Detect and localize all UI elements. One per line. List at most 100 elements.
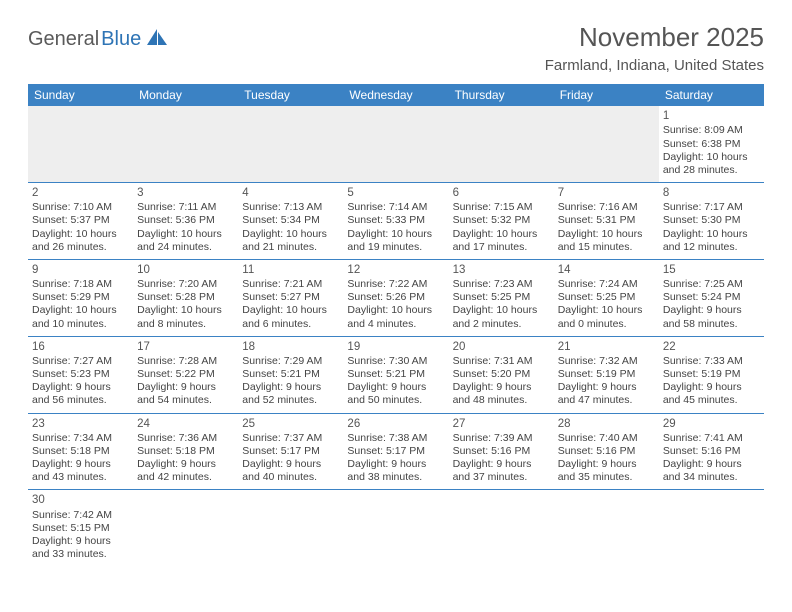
sunrise-text: Sunrise: 7:41 AM (663, 432, 760, 445)
day-number: 8 (663, 186, 760, 200)
daylight1-text: Daylight: 9 hours (32, 458, 129, 471)
day-number: 22 (663, 340, 760, 354)
day-header: Friday (554, 84, 659, 106)
daylight1-text: Daylight: 10 hours (558, 228, 655, 241)
daylight1-text: Daylight: 9 hours (558, 381, 655, 394)
sunset-text: Sunset: 5:36 PM (137, 214, 234, 227)
day-cell: 3Sunrise: 7:11 AMSunset: 5:36 PMDaylight… (133, 182, 238, 259)
day-cell: 12Sunrise: 7:22 AMSunset: 5:26 PMDayligh… (343, 259, 448, 336)
sunrise-text: Sunrise: 7:40 AM (558, 432, 655, 445)
daylight1-text: Daylight: 9 hours (137, 458, 234, 471)
daylight1-text: Daylight: 9 hours (242, 381, 339, 394)
blank-cell (343, 106, 448, 182)
daylight2-text: and 38 minutes. (347, 471, 444, 484)
day-cell: 24Sunrise: 7:36 AMSunset: 5:18 PMDayligh… (133, 413, 238, 490)
calendar-row: 23Sunrise: 7:34 AMSunset: 5:18 PMDayligh… (28, 413, 764, 490)
daylight1-text: Daylight: 10 hours (453, 228, 550, 241)
daylight1-text: Daylight: 10 hours (453, 304, 550, 317)
daylight2-text: and 50 minutes. (347, 394, 444, 407)
day-header-row: SundayMondayTuesdayWednesdayThursdayFrid… (28, 84, 764, 106)
daylight2-text: and 19 minutes. (347, 241, 444, 254)
daylight2-text: and 4 minutes. (347, 318, 444, 331)
blank-cell (133, 106, 238, 182)
daylight2-text: and 45 minutes. (663, 394, 760, 407)
daylight2-text: and 21 minutes. (242, 241, 339, 254)
sunset-text: Sunset: 5:26 PM (347, 291, 444, 304)
sunset-text: Sunset: 5:33 PM (347, 214, 444, 227)
daylight2-text: and 56 minutes. (32, 394, 129, 407)
day-number: 19 (347, 340, 444, 354)
sunset-text: Sunset: 5:19 PM (663, 368, 760, 381)
blank-cell (659, 490, 764, 566)
day-number: 5 (347, 186, 444, 200)
day-header: Tuesday (238, 84, 343, 106)
header: GeneralBlue November 2025 Farmland, Indi… (28, 22, 764, 74)
day-cell: 2Sunrise: 7:10 AMSunset: 5:37 PMDaylight… (28, 182, 133, 259)
sunset-text: Sunset: 5:15 PM (32, 522, 129, 535)
day-cell: 28Sunrise: 7:40 AMSunset: 5:16 PMDayligh… (554, 413, 659, 490)
calendar-row: 16Sunrise: 7:27 AMSunset: 5:23 PMDayligh… (28, 336, 764, 413)
blank-cell (133, 490, 238, 566)
day-number: 10 (137, 263, 234, 277)
daylight1-text: Daylight: 9 hours (453, 381, 550, 394)
daylight1-text: Daylight: 9 hours (663, 381, 760, 394)
sunrise-text: Sunrise: 7:38 AM (347, 432, 444, 445)
sunrise-text: Sunrise: 7:34 AM (32, 432, 129, 445)
day-number: 11 (242, 263, 339, 277)
day-number: 6 (453, 186, 550, 200)
day-number: 21 (558, 340, 655, 354)
daylight2-text: and 6 minutes. (242, 318, 339, 331)
daylight1-text: Daylight: 9 hours (32, 535, 129, 548)
day-cell: 26Sunrise: 7:38 AMSunset: 5:17 PMDayligh… (343, 413, 448, 490)
sunset-text: Sunset: 5:23 PM (32, 368, 129, 381)
sunset-text: Sunset: 5:17 PM (347, 445, 444, 458)
sunrise-text: Sunrise: 7:31 AM (453, 355, 550, 368)
blank-cell (238, 490, 343, 566)
day-number: 29 (663, 417, 760, 431)
day-number: 23 (32, 417, 129, 431)
day-number: 17 (137, 340, 234, 354)
sunset-text: Sunset: 5:25 PM (453, 291, 550, 304)
blank-cell (554, 106, 659, 182)
sunset-text: Sunset: 5:18 PM (32, 445, 129, 458)
daylight2-text: and 2 minutes. (453, 318, 550, 331)
daylight1-text: Daylight: 10 hours (242, 228, 339, 241)
blank-cell (554, 490, 659, 566)
day-cell: 19Sunrise: 7:30 AMSunset: 5:21 PMDayligh… (343, 336, 448, 413)
daylight2-text: and 17 minutes. (453, 241, 550, 254)
sunrise-text: Sunrise: 7:25 AM (663, 278, 760, 291)
calendar-table: SundayMondayTuesdayWednesdayThursdayFrid… (28, 84, 764, 566)
day-cell: 20Sunrise: 7:31 AMSunset: 5:20 PMDayligh… (449, 336, 554, 413)
daylight2-text: and 12 minutes. (663, 241, 760, 254)
day-number: 20 (453, 340, 550, 354)
daylight1-text: Daylight: 10 hours (32, 304, 129, 317)
day-cell: 13Sunrise: 7:23 AMSunset: 5:25 PMDayligh… (449, 259, 554, 336)
sunrise-text: Sunrise: 7:21 AM (242, 278, 339, 291)
daylight1-text: Daylight: 9 hours (558, 458, 655, 471)
sunset-text: Sunset: 5:19 PM (558, 368, 655, 381)
day-number: 30 (32, 493, 129, 507)
day-cell: 16Sunrise: 7:27 AMSunset: 5:23 PMDayligh… (28, 336, 133, 413)
sunset-text: Sunset: 5:32 PM (453, 214, 550, 227)
location: Farmland, Indiana, United States (545, 57, 764, 74)
day-cell: 7Sunrise: 7:16 AMSunset: 5:31 PMDaylight… (554, 182, 659, 259)
sunset-text: Sunset: 5:21 PM (242, 368, 339, 381)
day-cell: 21Sunrise: 7:32 AMSunset: 5:19 PMDayligh… (554, 336, 659, 413)
day-cell: 30Sunrise: 7:42 AMSunset: 5:15 PMDayligh… (28, 490, 133, 566)
daylight2-text: and 48 minutes. (453, 394, 550, 407)
daylight1-text: Daylight: 10 hours (137, 228, 234, 241)
sunrise-text: Sunrise: 7:18 AM (32, 278, 129, 291)
sunset-text: Sunset: 5:29 PM (32, 291, 129, 304)
day-number: 27 (453, 417, 550, 431)
sunrise-text: Sunrise: 7:28 AM (137, 355, 234, 368)
day-cell: 27Sunrise: 7:39 AMSunset: 5:16 PMDayligh… (449, 413, 554, 490)
page: GeneralBlue November 2025 Farmland, Indi… (0, 0, 792, 588)
day-number: 28 (558, 417, 655, 431)
day-header: Sunday (28, 84, 133, 106)
daylight2-text: and 43 minutes. (32, 471, 129, 484)
logo: GeneralBlue (28, 28, 168, 51)
day-number: 14 (558, 263, 655, 277)
daylight1-text: Daylight: 10 hours (347, 304, 444, 317)
sunset-text: Sunset: 5:18 PM (137, 445, 234, 458)
sunset-text: Sunset: 5:16 PM (558, 445, 655, 458)
